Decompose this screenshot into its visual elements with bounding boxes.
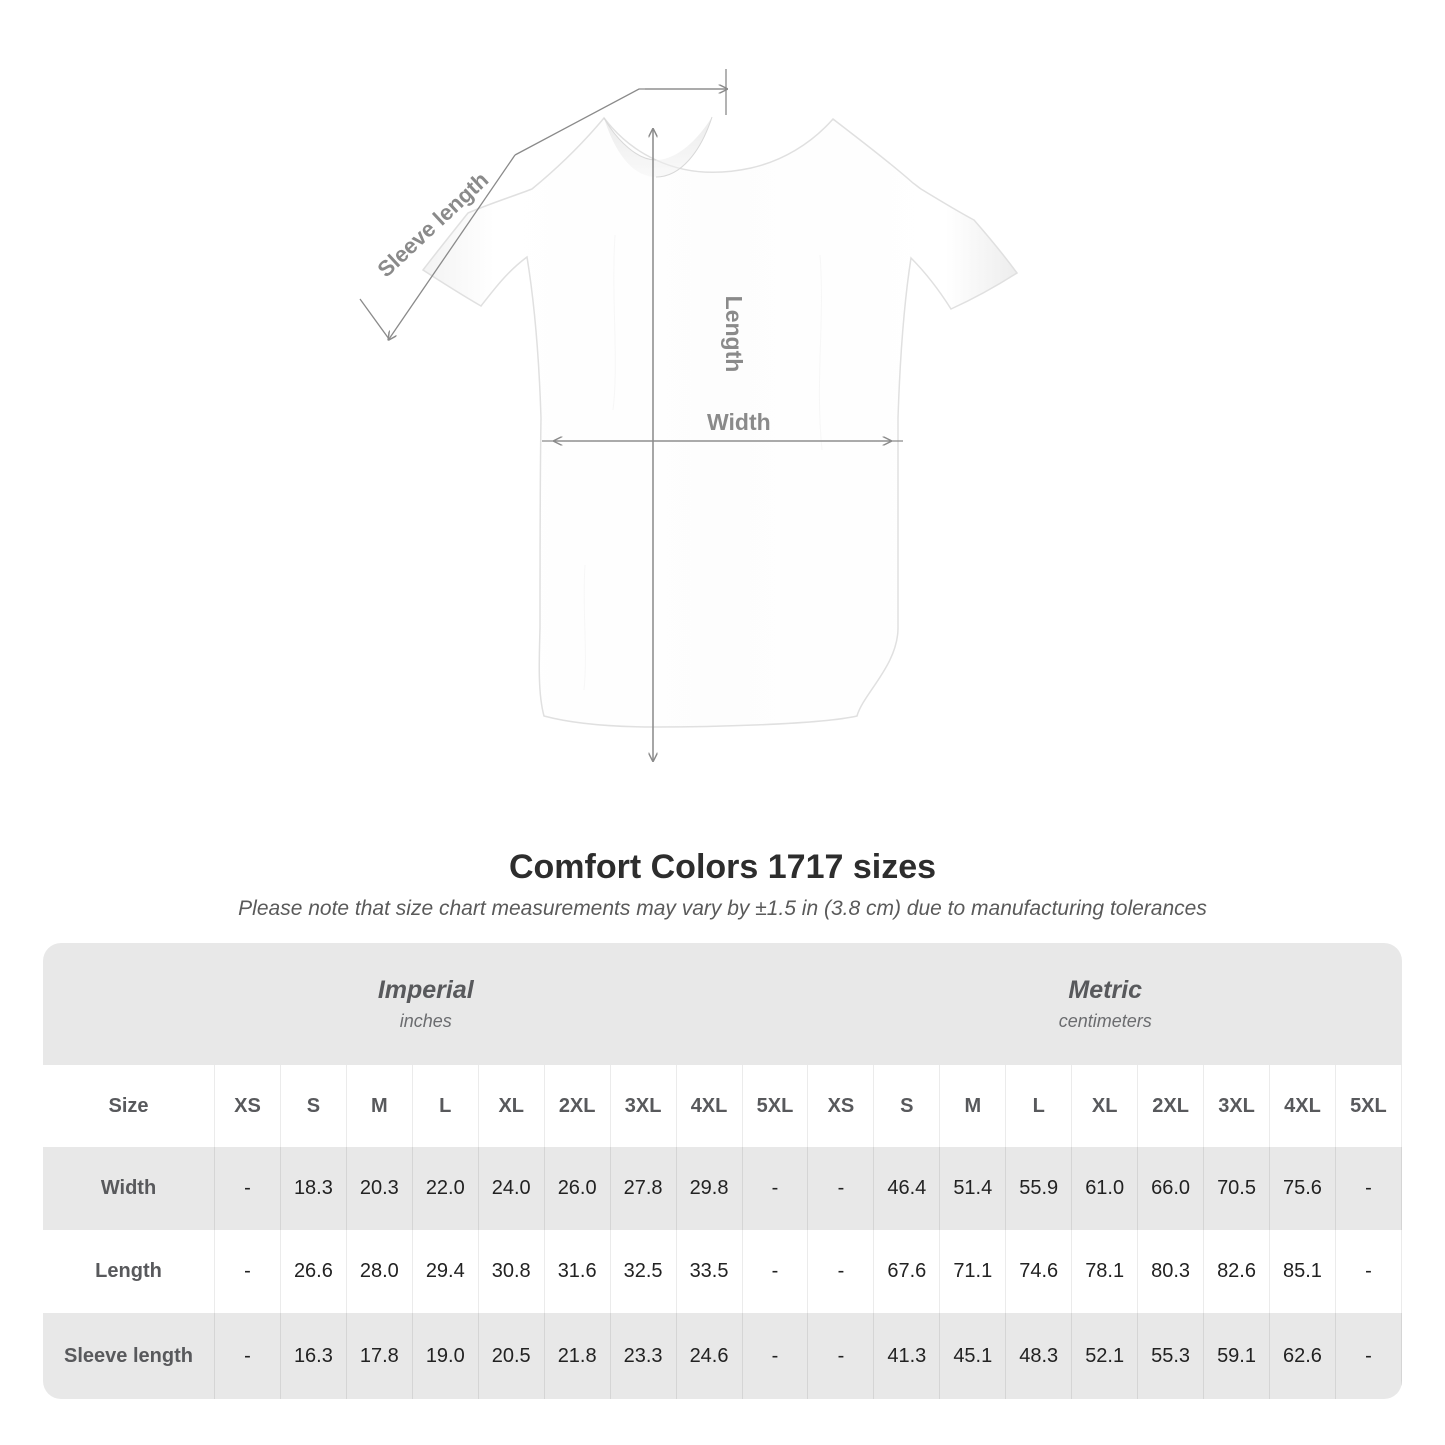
svg-text:Length: Length [721,296,747,373]
svg-text:Width: Width [707,409,771,435]
